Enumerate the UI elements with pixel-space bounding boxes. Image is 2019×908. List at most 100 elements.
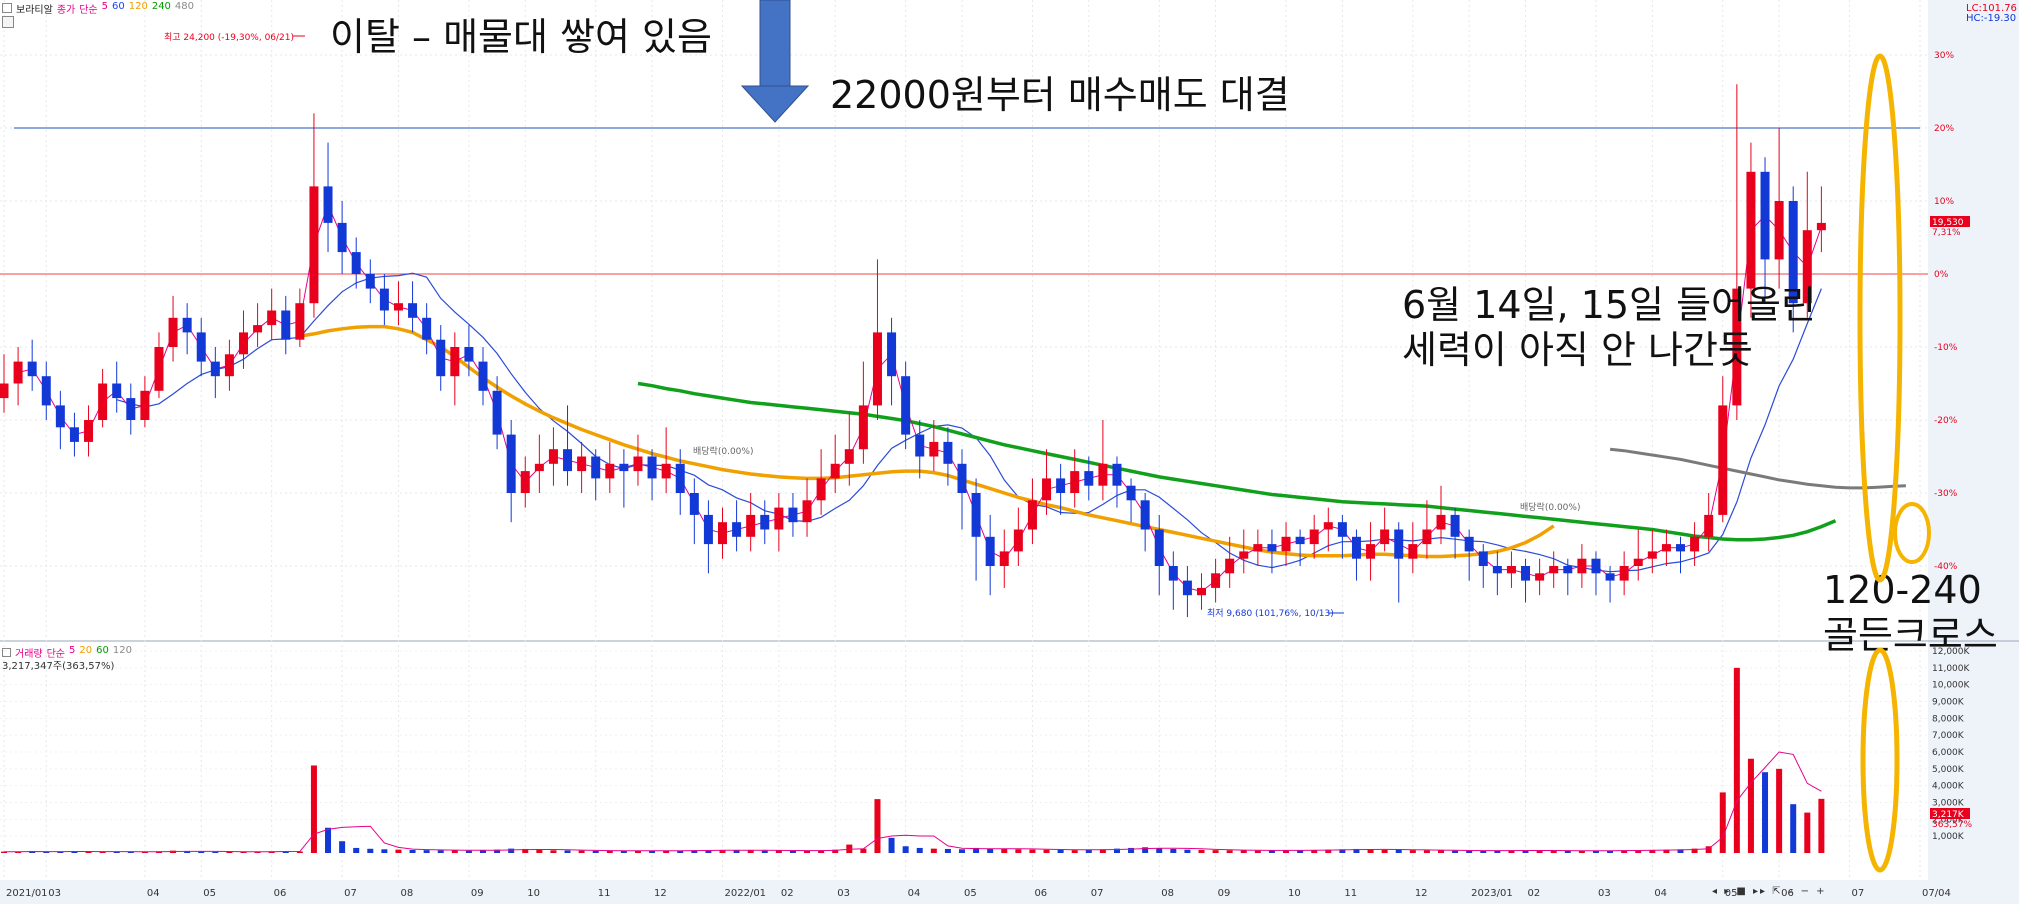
- volume-bar: [522, 848, 529, 853]
- candle-body: [450, 347, 460, 377]
- hc-label: HC:-19.30: [1966, 13, 2016, 24]
- volume-bar: [1367, 849, 1374, 853]
- candle-body: [999, 551, 1009, 566]
- date-tick-label: 05: [964, 888, 977, 899]
- volume-bar: [296, 851, 303, 853]
- volume-bar: [423, 850, 430, 853]
- menu-icon[interactable]: [2, 3, 12, 13]
- candle-body: [1239, 551, 1249, 559]
- price-tick-label: 10%: [1934, 197, 1954, 207]
- down-arrow-icon: [740, 0, 810, 123]
- volume-bar: [1170, 848, 1177, 853]
- volume-bar: [451, 850, 458, 853]
- ma120-line: [299, 324, 1555, 559]
- candle-body: [281, 310, 291, 340]
- candle-body: [140, 390, 150, 420]
- candle-body: [1351, 536, 1361, 559]
- candle-body: [858, 405, 868, 450]
- candle-body: [1690, 536, 1700, 552]
- stock-name: 보라티알: [16, 4, 53, 16]
- candle-body: [1197, 587, 1206, 596]
- date-tick-label: 09: [471, 888, 484, 899]
- volume-tick-label: 3,000K: [1932, 799, 1965, 809]
- indicator-label: 240: [151, 0, 171, 12]
- volume-menu-icon[interactable]: [2, 647, 11, 657]
- date-axis-ticks: 2021/01 03 04 05 06 07 08 09 10 11 12 2022/01 02 03 04…: [6, 888, 1951, 899]
- volume-bar: [141, 851, 148, 853]
- volume-bar: [1325, 849, 1332, 853]
- candle-body: [1126, 485, 1136, 501]
- candle-body: [1464, 536, 1474, 552]
- candle-body: [689, 493, 699, 515]
- volume-bar: [1691, 848, 1698, 853]
- candle-body: [732, 522, 742, 537]
- indicator-label: 60: [112, 0, 125, 12]
- candle-body: [1535, 573, 1545, 581]
- volume-bar: [916, 847, 923, 853]
- candle-body: [1450, 514, 1460, 537]
- volume-bar: [930, 848, 937, 853]
- volume-bar: [353, 847, 360, 853]
- price-tick-label: -30%: [1934, 489, 1958, 499]
- volume-bar: [592, 850, 599, 853]
- volume-bar: [789, 850, 796, 853]
- price-tick-label: 30%: [1934, 51, 1954, 61]
- candle-body: [1027, 500, 1037, 530]
- volume-bar: [818, 850, 825, 853]
- candle-body: [408, 303, 418, 318]
- volume-axis-ticks: 12,000K 11,000K 10,000K 9,000K 8,000K 7,000K 6…: [1932, 647, 1970, 842]
- volume-bar: [1085, 849, 1092, 853]
- candle-body: [1056, 478, 1066, 493]
- date-tick-label: 2021/01: [6, 888, 48, 899]
- volume-tick-label: 9,000K: [1932, 698, 1965, 708]
- volume-bar: [677, 850, 684, 853]
- date-tick-label: 11: [598, 888, 611, 899]
- indicator-label: 단순: [79, 4, 98, 16]
- candle-body: [901, 376, 911, 435]
- volume-bar: [888, 837, 895, 853]
- candle-body: [619, 463, 629, 472]
- candle-body: [309, 186, 319, 304]
- date-tick-label: 07: [1852, 888, 1865, 899]
- volume-bar: [1663, 849, 1670, 853]
- volume-bar: [860, 848, 867, 853]
- candle-body: [647, 456, 657, 479]
- candle-body: [816, 478, 826, 501]
- volume-bar: [1804, 812, 1811, 853]
- volume-bar: [1677, 849, 1684, 853]
- volume-bar: [733, 850, 740, 853]
- candle-body: [985, 536, 995, 566]
- volume-bar: [1790, 804, 1797, 853]
- candle-body: [520, 471, 530, 493]
- candle-body: [957, 463, 967, 493]
- volume-bar: [1762, 772, 1769, 853]
- volume-bar: [1311, 849, 1318, 853]
- volume-bar: [1452, 850, 1459, 853]
- candle-body: [295, 303, 305, 340]
- volume-legend: 거래량 단순 5 20 60 120: [0, 644, 132, 660]
- volume-bar: [1043, 849, 1050, 853]
- volume-bar: [1607, 850, 1614, 853]
- volume-bar: [1015, 849, 1022, 853]
- candle-body: [1506, 566, 1516, 574]
- candle-body: [1521, 566, 1531, 581]
- settings-icon[interactable]: [2, 16, 14, 28]
- volume-bar: [747, 850, 754, 853]
- volume-bar: [761, 850, 768, 853]
- candle-body: [534, 463, 544, 472]
- candle-body: [1013, 529, 1023, 552]
- candle-body: [1732, 288, 1742, 406]
- price-tick-label: -10%: [1934, 343, 1958, 353]
- candle-body: [1366, 544, 1376, 559]
- low-marker: 최저 9,680 (101,76%, 10/13): [1207, 608, 1344, 619]
- volume-bar: [1128, 847, 1135, 853]
- indicator-label: 120: [112, 644, 132, 656]
- candle-body: [1676, 544, 1685, 552]
- date-tick-label: 10: [1288, 888, 1301, 899]
- candle-body: [393, 303, 403, 311]
- price-tick-label: 20%: [1934, 124, 1954, 134]
- date-tick-label: 05: [203, 888, 216, 899]
- volume-bar: [1423, 850, 1430, 853]
- candle-body: [605, 463, 615, 479]
- scroll-controls[interactable]: ◂ ▸ ■ ▸▸ ⇱ ⌕ − +: [1712, 886, 1827, 897]
